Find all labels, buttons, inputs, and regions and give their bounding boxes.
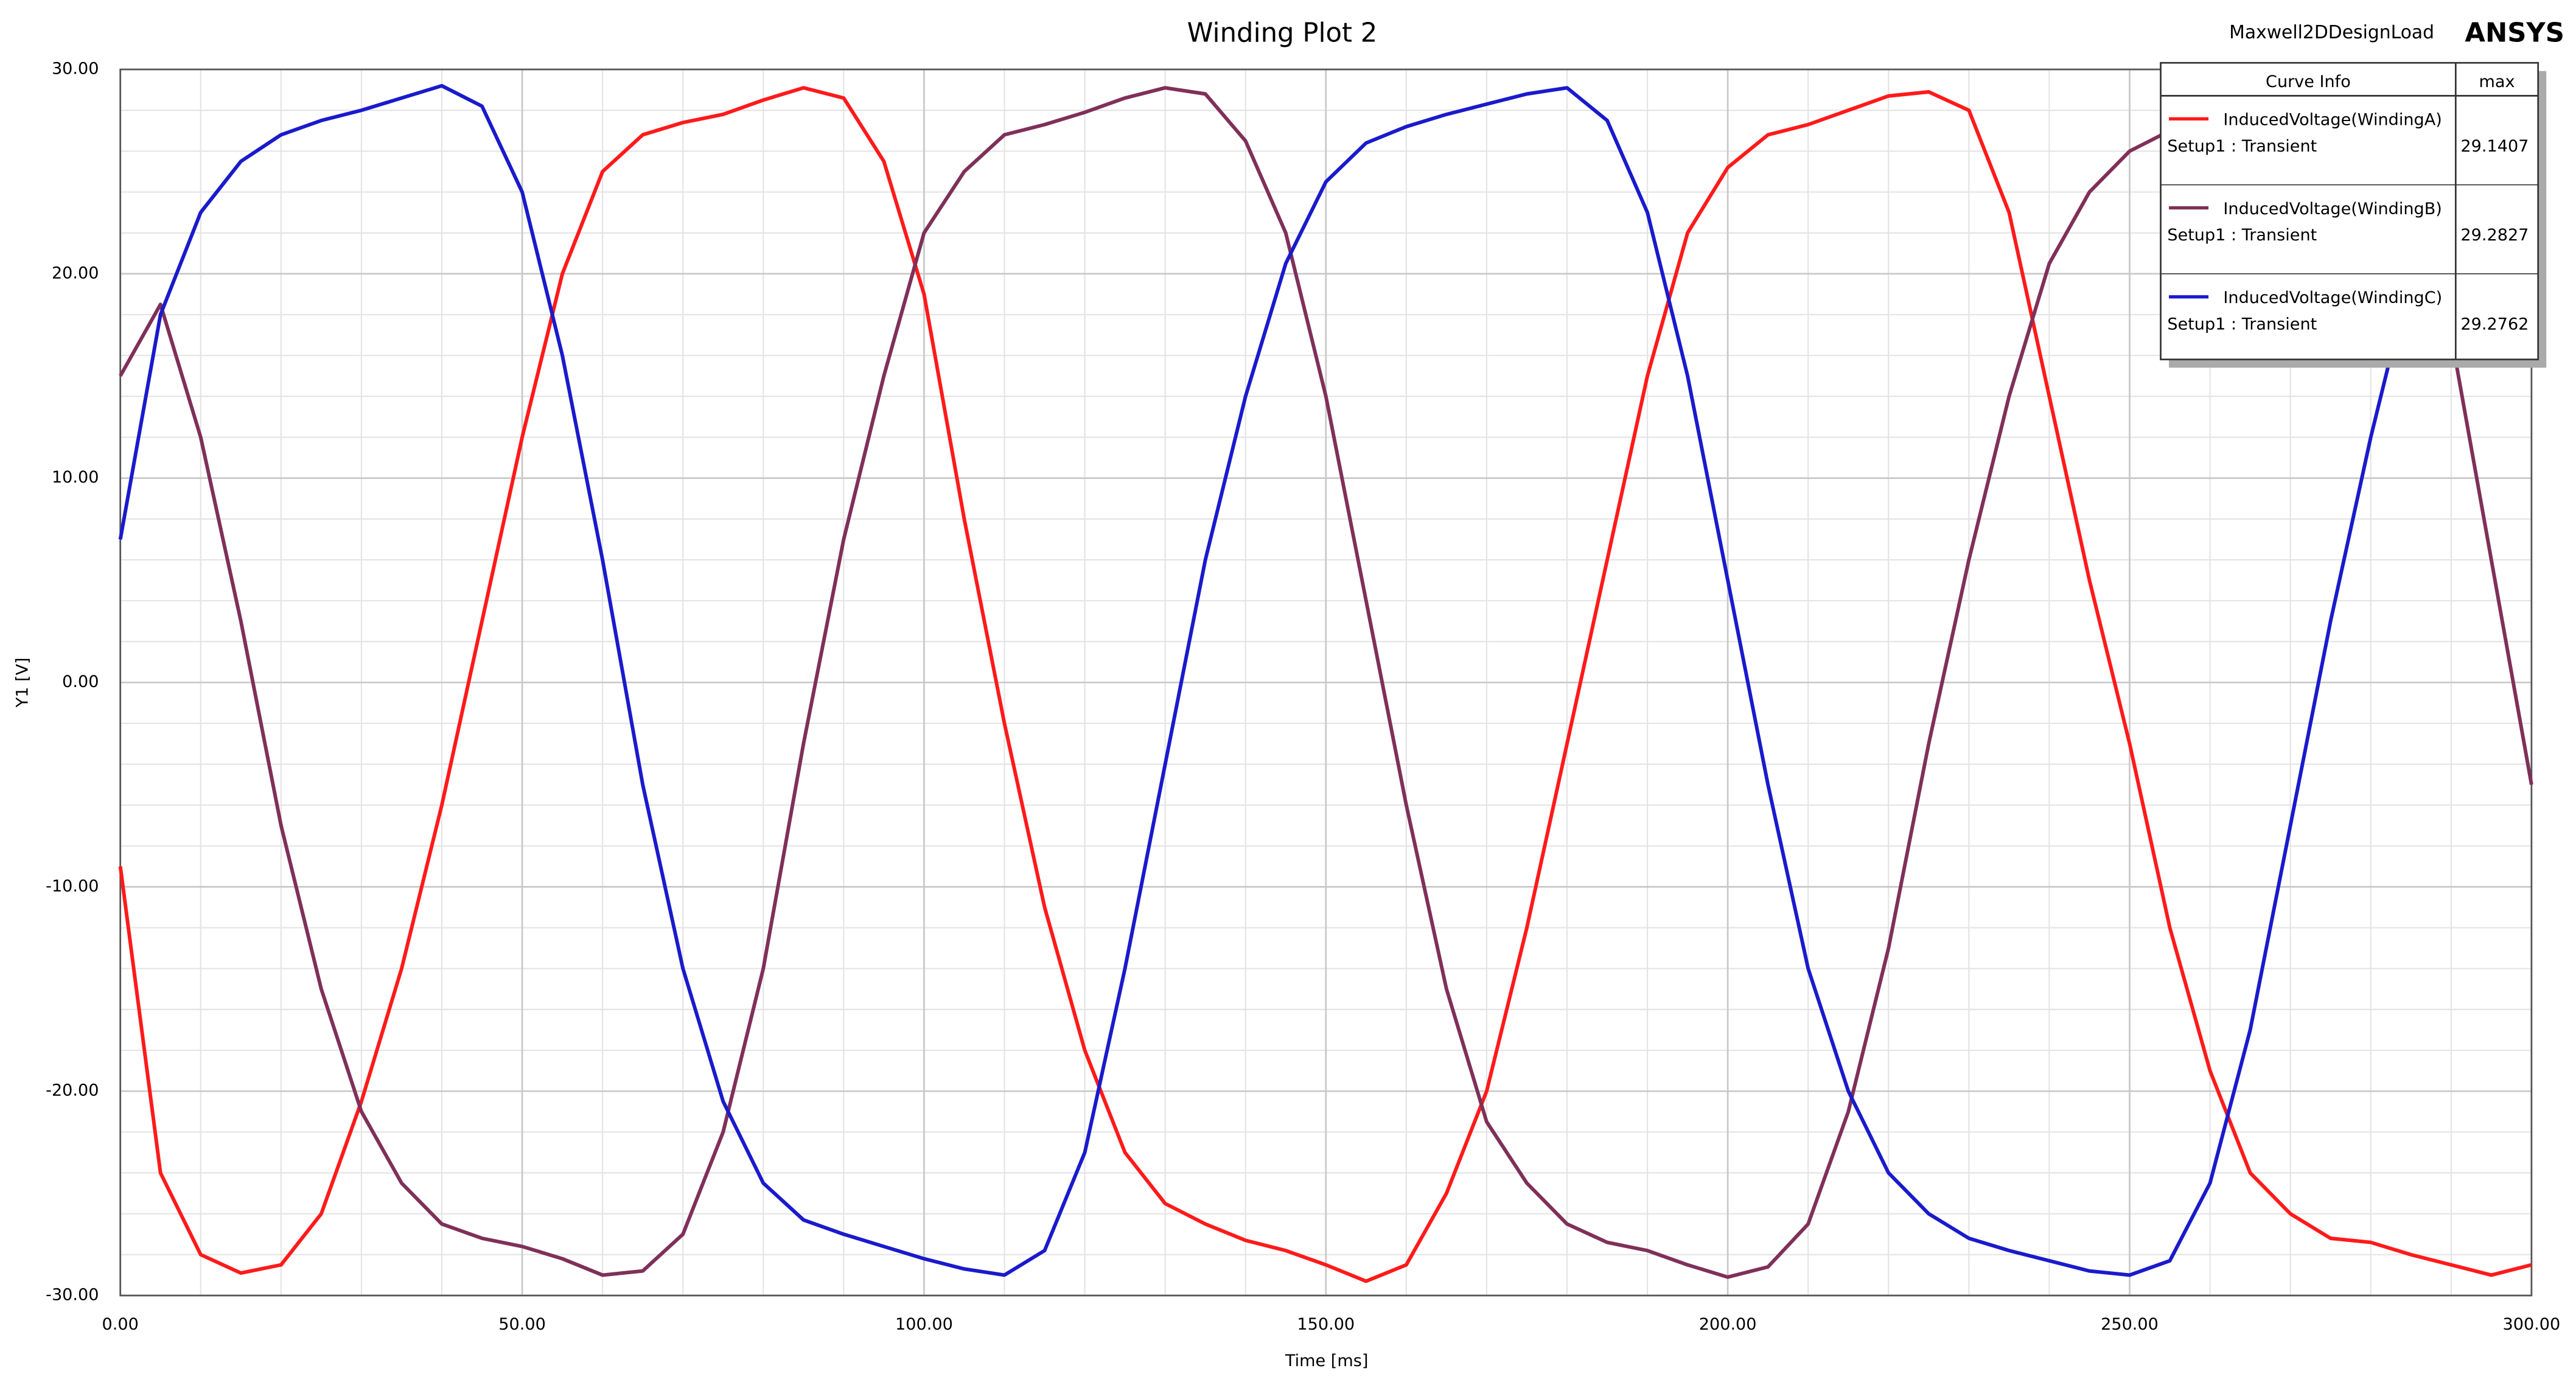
x-tick-label: 250.00 bbox=[2101, 1315, 2159, 1334]
x-tick-label: 100.00 bbox=[895, 1315, 953, 1334]
legend bbox=[2160, 61, 2539, 361]
series-line bbox=[118, 83, 2533, 1277]
legend-setup: Setup1 : Transient bbox=[2167, 137, 2317, 156]
legend-header: Curve Info bbox=[2266, 72, 2351, 91]
y-tick-label: -20.00 bbox=[46, 1081, 99, 1100]
x-tick-label: 300.00 bbox=[2503, 1315, 2561, 1334]
legend-setup: Setup1 : Transient bbox=[2167, 226, 2317, 245]
y-tick-label: 20.00 bbox=[52, 263, 99, 282]
legend-max: 29.1407 bbox=[2460, 137, 2529, 156]
design-name: Maxwell2DDesignLoad bbox=[2229, 22, 2434, 43]
legend-max: 29.2762 bbox=[2460, 315, 2529, 333]
brand: ANSYS bbox=[2465, 18, 2564, 49]
legend-max: 29.2827 bbox=[2460, 226, 2529, 245]
x-axis-label: Time [ms] bbox=[1285, 1351, 1369, 1370]
x-tick-label: 0.00 bbox=[102, 1315, 139, 1334]
legend-label: InducedVoltage(WindingA) bbox=[2223, 111, 2442, 130]
y-tick-label: 30.00 bbox=[52, 60, 99, 78]
y-tick-label: 10.00 bbox=[52, 468, 99, 487]
series-line bbox=[119, 86, 2533, 1279]
y-tick-label: -30.00 bbox=[46, 1286, 99, 1305]
x-tick-label: 150.00 bbox=[1297, 1315, 1355, 1334]
legend-header: max bbox=[2479, 72, 2515, 91]
legend-setup: Setup1 : Transient bbox=[2167, 315, 2317, 333]
y-tick-label: 0.00 bbox=[62, 672, 99, 691]
plot-frame bbox=[119, 68, 2533, 1297]
legend-label: InducedVoltage(WindingB) bbox=[2223, 200, 2442, 218]
legend-label: InducedVoltage(WindingC) bbox=[2223, 288, 2442, 307]
series-line bbox=[118, 86, 2532, 1283]
x-tick-label: 50.00 bbox=[498, 1315, 546, 1334]
y-tick-label: -10.00 bbox=[46, 877, 99, 896]
chart-title: Winding Plot 2 bbox=[1187, 18, 1378, 49]
x-tick-label: 200.00 bbox=[1699, 1315, 1757, 1334]
y-axis-label: Y1 [V] bbox=[13, 658, 32, 708]
